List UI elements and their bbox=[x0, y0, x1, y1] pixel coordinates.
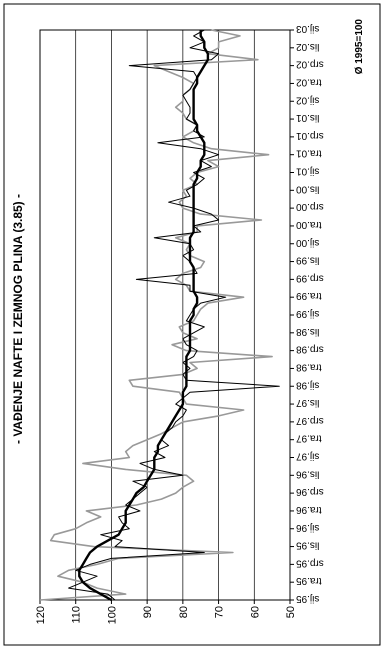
x-tick-label: sij.02 bbox=[296, 94, 320, 105]
x-tick-label: tra.02 bbox=[296, 76, 322, 87]
x-tick-label: sij.99 bbox=[296, 308, 320, 319]
x-tick-label: sij.98 bbox=[296, 379, 320, 390]
x-tick-label: sij.00 bbox=[296, 237, 320, 248]
y-tick-label: 120 bbox=[35, 606, 47, 624]
x-tick-label: srp.00 bbox=[296, 201, 324, 212]
x-tick-label: tra.00 bbox=[296, 219, 322, 230]
x-tick-label: lis.97 bbox=[296, 397, 320, 408]
x-tick-label: srp.01 bbox=[296, 130, 324, 141]
x-tick-label: sij.03 bbox=[296, 23, 320, 34]
x-tick-label: sij.95 bbox=[296, 593, 320, 604]
x-tick-label: lis.00 bbox=[296, 183, 320, 194]
x-tick-label: srp.97 bbox=[296, 415, 324, 426]
x-tick-label: srp.02 bbox=[296, 59, 324, 70]
x-tick-label: sij.96 bbox=[296, 522, 320, 533]
x-tick-label: tra.99 bbox=[296, 290, 322, 301]
series-line bbox=[78, 30, 210, 602]
x-tick-label: lis.96 bbox=[296, 468, 320, 479]
x-tick-label: tra.96 bbox=[296, 504, 322, 515]
x-tick-label: tra.01 bbox=[296, 148, 322, 159]
y-tick-label: 70 bbox=[214, 606, 226, 618]
x-tick-label: lis.01 bbox=[296, 112, 320, 123]
x-tick-label: srp.96 bbox=[296, 486, 324, 497]
chart-title: - VAĐENJE NAFTE I ZEMNOG PLINA (3.85) - bbox=[11, 194, 25, 444]
x-tick-label: tra.98 bbox=[296, 361, 322, 372]
y-tick-label: 100 bbox=[106, 606, 118, 624]
x-tick-label: sij.01 bbox=[296, 166, 320, 177]
x-tick-label: lis.99 bbox=[296, 255, 320, 266]
x-tick-label: tra.97 bbox=[296, 433, 322, 444]
x-tick-label: tra.95 bbox=[296, 575, 322, 586]
y-tick-label: 60 bbox=[249, 606, 261, 618]
y-tick-label: 50 bbox=[285, 606, 297, 618]
series-line bbox=[68, 29, 280, 601]
x-tick-label: srp.99 bbox=[296, 272, 324, 283]
x-tick-label: lis.02 bbox=[296, 41, 320, 52]
x-tick-label: lis.98 bbox=[296, 326, 320, 337]
plot-area bbox=[39, 29, 291, 601]
series-line bbox=[39, 29, 273, 601]
x-tick-label: srp.95 bbox=[296, 557, 324, 568]
y-tick-label: 80 bbox=[178, 606, 190, 618]
x-tick-label: srp.98 bbox=[296, 344, 324, 355]
x-tick-label: sij.97 bbox=[296, 451, 320, 462]
annotation: Ø 1995=100 bbox=[354, 19, 365, 75]
chart-frame bbox=[3, 3, 381, 646]
rotated-chart: - VAĐENJE NAFTE I ZEMNOG PLINA (3.85) - … bbox=[11, 19, 365, 625]
x-tick-label: lis.95 bbox=[296, 540, 320, 551]
y-tick-label: 90 bbox=[142, 606, 154, 618]
y-tick-label: 110 bbox=[71, 606, 83, 624]
